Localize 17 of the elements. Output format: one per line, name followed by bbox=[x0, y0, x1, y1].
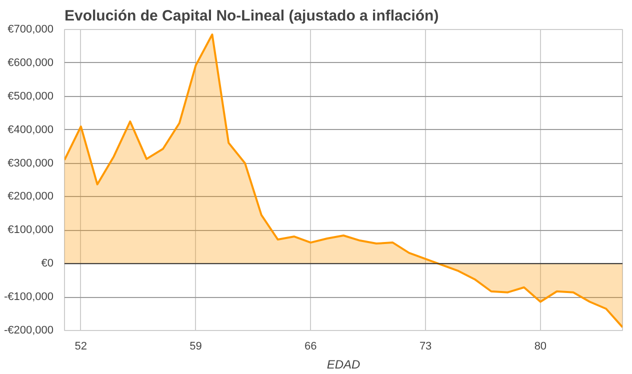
y-tick-label: €200,000 bbox=[8, 190, 54, 203]
x-tick-label: 66 bbox=[304, 340, 317, 352]
x-tick-label: 80 bbox=[534, 340, 547, 352]
y-tick-label: -€200,000 bbox=[4, 324, 54, 336]
x-tick-label: 59 bbox=[190, 340, 202, 352]
y-tick-label: €0 bbox=[41, 258, 54, 270]
x-tick-label: 73 bbox=[419, 340, 432, 352]
y-tick-label: €700,000 bbox=[8, 24, 54, 36]
x-axis-title: EDAD bbox=[326, 358, 361, 372]
y-tick-label: €500,000 bbox=[8, 90, 54, 102]
y-tick-label: €100,000 bbox=[8, 224, 54, 236]
chart-title: Evolución de Capital No-Lineal (ajustado a inflación) bbox=[64, 8, 439, 24]
y-tick-label: -€100,000 bbox=[4, 291, 54, 304]
y-tick-label: €600,000 bbox=[8, 56, 54, 69]
x-tick-label: 52 bbox=[74, 340, 88, 352]
y-tick-label: €300,000 bbox=[8, 157, 54, 170]
y-tick-label: €400,000 bbox=[8, 124, 54, 136]
